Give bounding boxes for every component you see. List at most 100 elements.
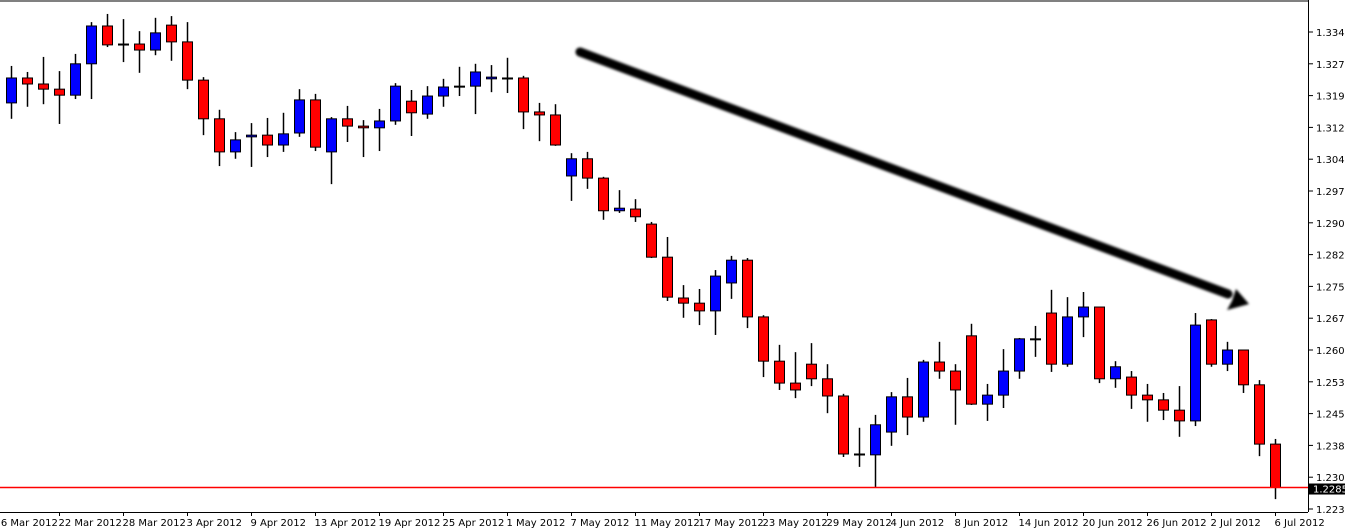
candle-body (1030, 338, 1041, 341)
candle (1142, 383, 1153, 422)
x-tick-label: 26 Jun 2012 (1147, 518, 1207, 529)
candle (1110, 361, 1121, 388)
y-tick-label: 1.2383 (1316, 441, 1345, 452)
candle (86, 22, 97, 100)
time-axis: 16 Mar 2012 22 Mar 2012 28 Mar 2012 3 Apr 2… (0, 512, 1325, 529)
candle-body (710, 275, 721, 312)
candle-body (886, 396, 897, 433)
candle-body (1190, 324, 1201, 422)
candle-body (790, 382, 801, 391)
candles (6, 13, 1281, 500)
candle (998, 349, 1009, 409)
candle (806, 343, 817, 387)
candle (934, 341, 945, 379)
candle (294, 89, 305, 137)
candle-body (662, 256, 673, 298)
candle (630, 199, 641, 222)
candle-body (806, 363, 817, 380)
candle-body (262, 134, 273, 146)
y-tick-label: 1.2827 (1316, 251, 1345, 262)
candle (822, 364, 833, 414)
candle-body (246, 134, 257, 138)
candle (694, 288, 705, 326)
candle (742, 258, 753, 329)
candle-body (1078, 306, 1089, 318)
x-tick-label: 19 Apr 2012 (379, 518, 441, 529)
candle-body (614, 207, 625, 212)
candle (774, 344, 785, 390)
candle-body (950, 370, 961, 391)
x-tick-label: 14 Jun 2012 (1019, 518, 1079, 529)
candle-body (406, 100, 417, 114)
candle-body (918, 361, 929, 418)
candle-body (6, 77, 17, 104)
x-tick-label: 29 May 2012 (827, 518, 892, 529)
candle-body (118, 43, 129, 46)
candle (1238, 349, 1249, 393)
candle-body (758, 316, 769, 362)
x-tick-label: 7 May 2012 (571, 518, 630, 529)
candle (134, 31, 145, 73)
candle (534, 102, 545, 142)
candle (1126, 371, 1137, 409)
x-tick-label: 20 Jun 2012 (1083, 518, 1143, 529)
candle (1030, 325, 1041, 357)
candle-body (1158, 399, 1169, 411)
candle (1094, 306, 1105, 384)
x-tick-label: 3 Apr 2012 (187, 518, 242, 529)
candle-body (1046, 312, 1057, 365)
candle (1190, 313, 1201, 427)
candle (150, 17, 161, 56)
candle (22, 71, 33, 107)
candle-body (358, 125, 369, 129)
candle-body (678, 297, 689, 304)
y-tick-label: 1.3049 (1316, 155, 1345, 166)
x-tick-label: 1 May 2012 (507, 518, 566, 529)
candle (102, 13, 113, 48)
candle-body (1222, 349, 1233, 365)
candle (470, 63, 481, 115)
candle-body (1014, 338, 1025, 372)
candle (886, 392, 897, 446)
candle (614, 190, 625, 213)
candle-body (470, 71, 481, 87)
x-tick-label: 9 Apr 2012 (251, 518, 306, 529)
candle (246, 123, 257, 167)
candle (854, 427, 865, 467)
candle-body (422, 95, 433, 115)
candle (198, 77, 209, 136)
candle (374, 108, 385, 152)
candle (1014, 337, 1025, 379)
candle-body (550, 114, 561, 146)
candle-body (694, 302, 705, 312)
candle (1254, 380, 1265, 457)
y-tick-label: 1.2679 (1316, 314, 1345, 325)
candle (230, 132, 241, 159)
candle-body (150, 32, 161, 51)
candle (646, 221, 657, 259)
candle (790, 352, 801, 399)
candle-body (1270, 443, 1281, 489)
candle-body (294, 99, 305, 134)
x-tick-label: 16 Mar 2012 (0, 518, 58, 529)
y-tick-label: 1.3345 (1316, 28, 1345, 39)
candle (54, 71, 65, 124)
candle (678, 285, 689, 318)
x-tick-label: 17 May 2012 (699, 518, 764, 529)
x-tick-label: 25 Apr 2012 (443, 518, 505, 529)
candle-body (390, 85, 401, 122)
candle-body (982, 394, 993, 405)
x-tick-label: 28 Mar 2012 (123, 518, 186, 529)
candle-body (278, 133, 289, 146)
candle (950, 364, 961, 425)
candle (710, 270, 721, 335)
candle (726, 255, 737, 299)
x-tick-label: 4 Jun 2012 (891, 518, 945, 529)
candle (502, 57, 513, 94)
x-tick-label: 6 Jul 2012 (1275, 518, 1325, 529)
candle-body (454, 85, 465, 88)
candle-body (54, 88, 65, 96)
y-tick-label: 1.3197 (1316, 92, 1345, 103)
